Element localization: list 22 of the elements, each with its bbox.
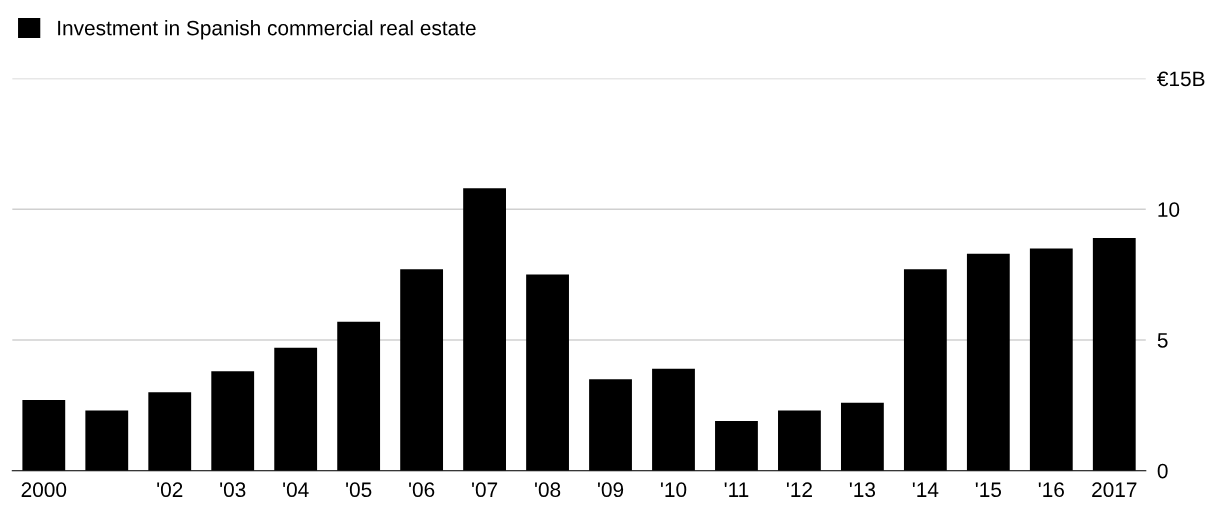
x-tick-label: '08 [535, 482, 561, 498]
x-tick-label: '14 [912, 482, 939, 497]
x-tick-label: '09 [598, 482, 624, 498]
x-tick-label: '06 [409, 482, 435, 498]
x-tick-label: '11 [724, 482, 749, 497]
x-tick-label: '16 [1038, 482, 1064, 498]
x-tick-label: '04 [283, 482, 309, 498]
y-tick-label: 10 [1158, 202, 1180, 217]
x-tick-label: '03 [220, 482, 246, 498]
x-tick-label: '10 [660, 482, 687, 498]
x-tick-label: '12 [786, 482, 812, 497]
x-tick-label: '02 [157, 482, 183, 498]
x-tick-label: '13 [849, 482, 876, 498]
x-tick-label: 2017 [1092, 482, 1137, 498]
y-tick-label: 0 [1157, 463, 1168, 479]
y-tick-label: €15B [1157, 71, 1205, 87]
x-tick-label: '15 [975, 482, 1002, 498]
x-tick-label: '07 [472, 482, 498, 498]
y-tick-label: 5 [1157, 333, 1168, 348]
x-tick-label: '05 [346, 482, 372, 498]
legend-label: Investment in Spanish commercial real estate [58, 20, 476, 40]
x-tick-label: 2000 [21, 482, 67, 498]
